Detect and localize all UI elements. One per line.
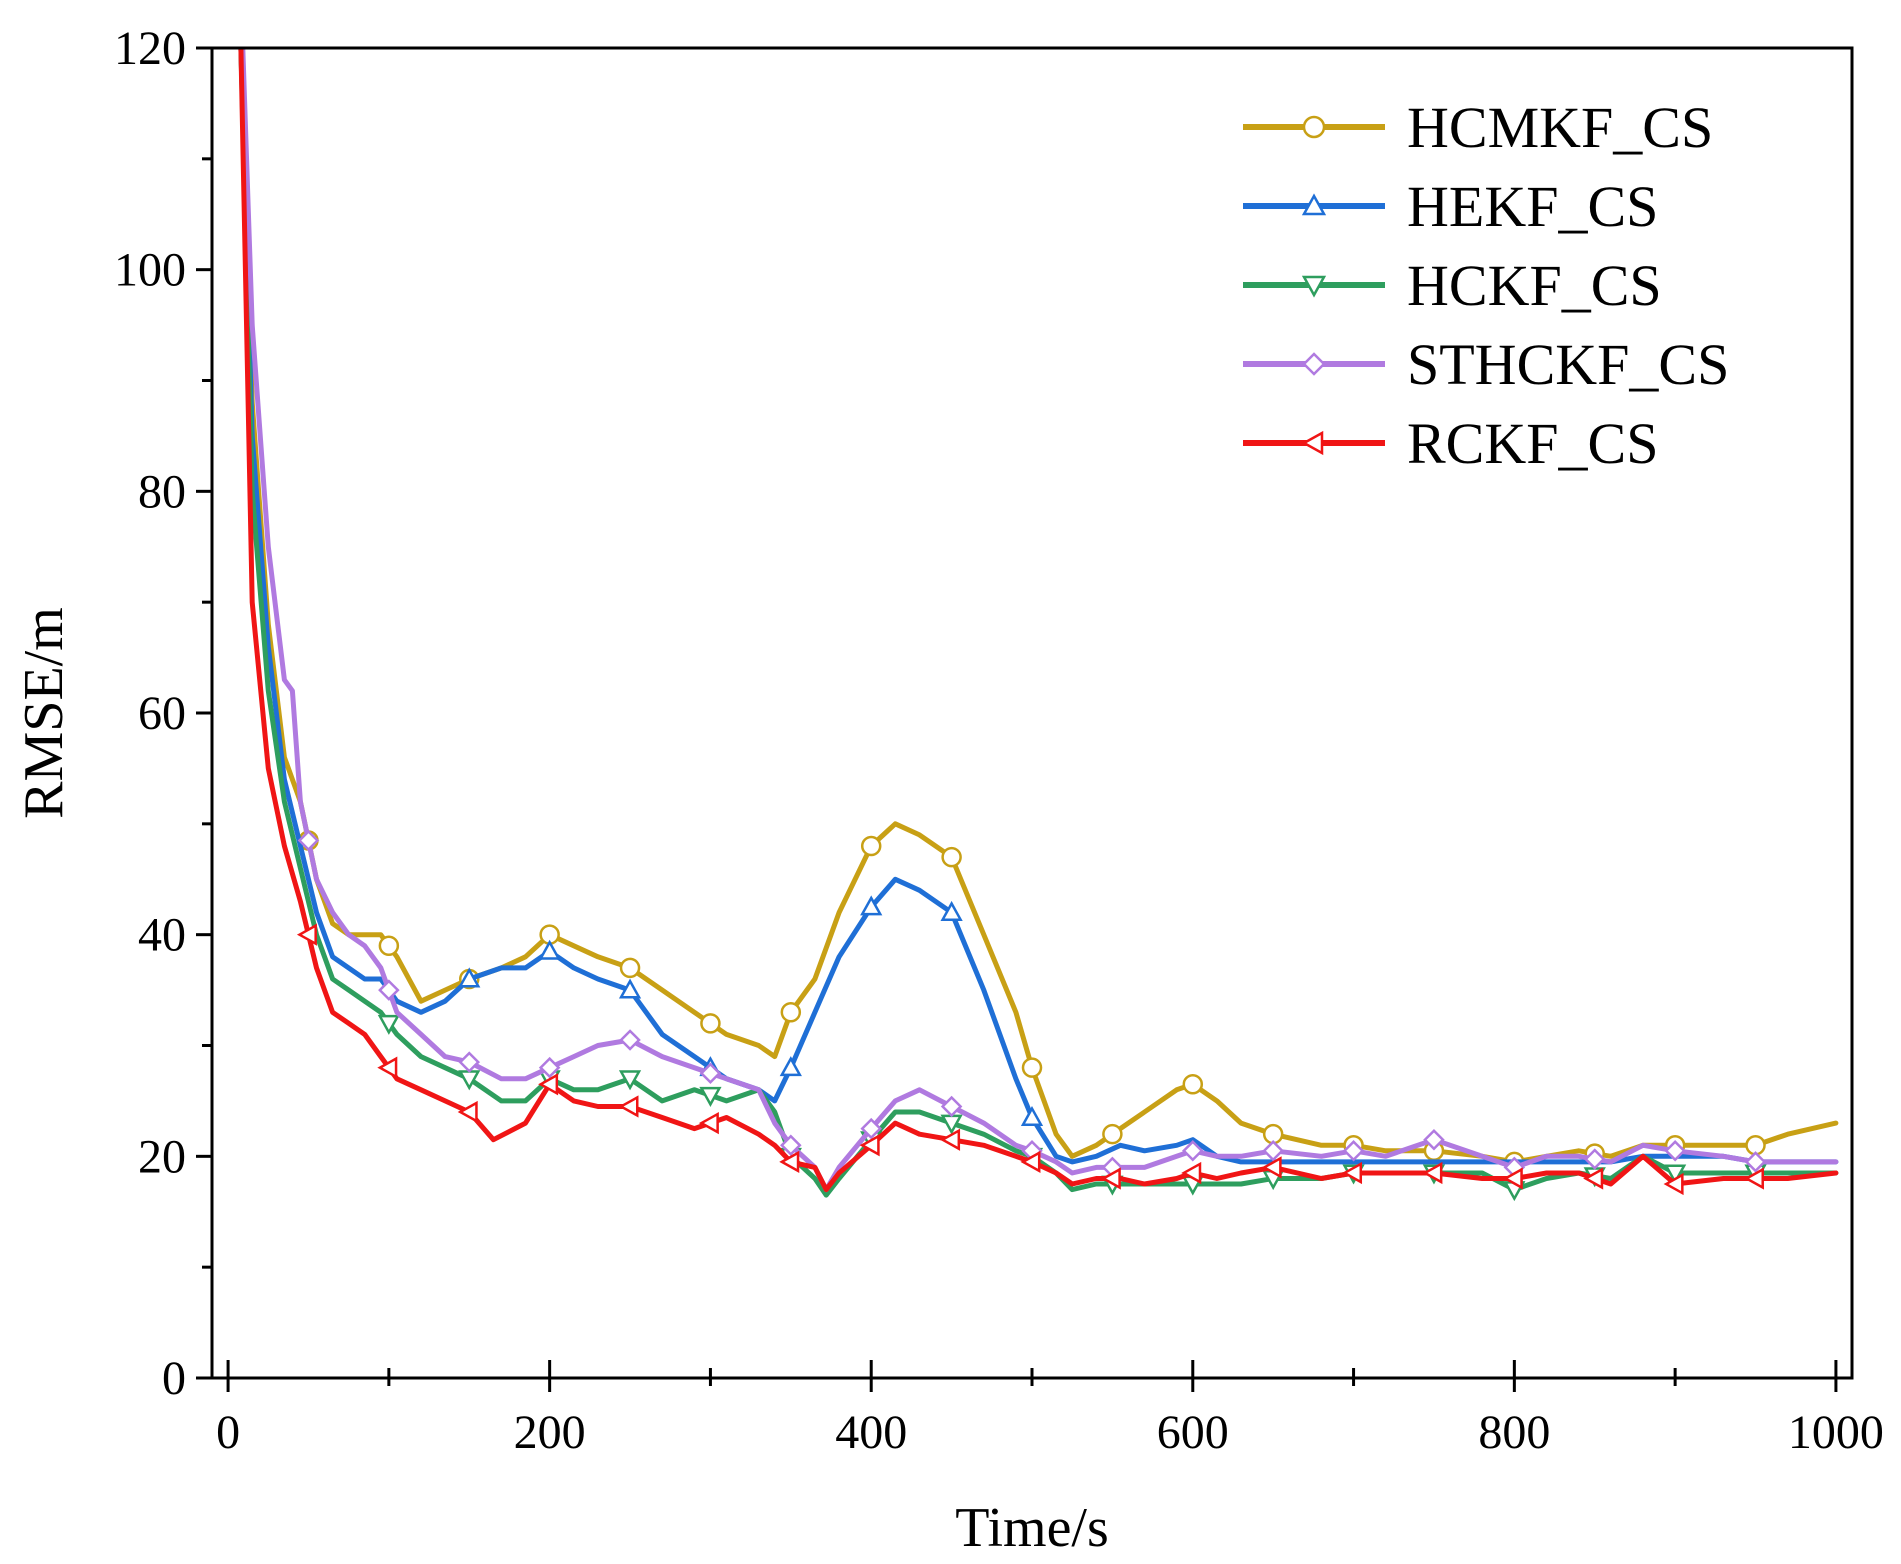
legend-item-hckf-cs: HCKF_CS <box>1243 253 1662 318</box>
series-marker-hekf-cs <box>618 978 642 999</box>
series-marker-sthckf-cs <box>1583 1148 1606 1170</box>
y-tick-label: 120 <box>114 22 186 75</box>
y-tick-label: 20 <box>138 1130 186 1183</box>
series-marker-rckf-cs <box>1583 1167 1604 1190</box>
series-marker-sthckf-cs <box>860 1117 882 1140</box>
legend-marker-hekf-cs <box>1301 193 1327 216</box>
legend-label-rckf-cs: RCKF_CS <box>1407 411 1658 476</box>
series-marker-sthckf-cs <box>378 979 400 1001</box>
series-line-hckf-cs <box>238 48 1839 1198</box>
series-marker-hekf-cs <box>458 967 481 988</box>
series-marker-sthckf-cs <box>699 1062 722 1084</box>
series-marker-sthckf-cs <box>458 1051 481 1073</box>
y-tick-label: 80 <box>138 465 186 518</box>
legend-marker-hcmkf-cs <box>1302 115 1326 139</box>
series-marker-sthckf-cs <box>1664 1140 1686 1162</box>
series-marker-sthckf-cs <box>1182 1140 1204 1162</box>
series-marker-hcmkf-cs <box>941 846 962 868</box>
series-line-sthckf-cs <box>240 48 1839 1193</box>
legend: HCMKF_CS HEKF_CS HCKF_CS STHCKF_CS RCKF_CS <box>1243 95 1729 476</box>
series-marker-hcmkf-cs <box>780 1002 802 1023</box>
legend-label-sthckf-cs: STHCKF_CS <box>1407 332 1729 397</box>
legend-marker-rckf-cs <box>1301 430 1324 456</box>
series-line-rckf-cs <box>238 48 1839 1193</box>
y-tick-label: 100 <box>114 244 186 297</box>
series-sthckf-cs <box>240 48 1839 1193</box>
series-marker-hckf-cs <box>377 1014 400 1035</box>
series-marker-hekf-cs <box>779 1056 802 1077</box>
legend-item-hekf-cs: HEKF_CS <box>1243 174 1658 239</box>
axis-layer: 0 200 400 600 800 1000 0 20 40 60 80 100 120 <box>114 22 1884 1459</box>
series-marker-hcmkf-cs <box>619 957 641 979</box>
x-tick-label: 400 <box>835 1406 907 1459</box>
series-marker-rckf-cs <box>538 1073 559 1096</box>
series-marker-hcmkf-cs <box>1102 1123 1123 1145</box>
series-marker-rckf-cs <box>779 1150 800 1173</box>
series-marker-hcmkf-cs <box>1182 1074 1204 1095</box>
series-marker-hekf-cs <box>1020 1105 1044 1126</box>
series-marker-rckf-cs <box>296 923 317 946</box>
series-marker-rckf-cs <box>1743 1167 1764 1190</box>
series-marker-sthckf-cs <box>619 1029 641 1051</box>
legend-label-hekf-cs: HEKF_CS <box>1407 174 1658 239</box>
series-marker-hcmkf-cs <box>1021 1057 1043 1078</box>
legend-marker-hckf-cs <box>1301 275 1327 298</box>
series-marker-rckf-cs <box>1020 1150 1041 1173</box>
legend-label-hckf-cs: HCKF_CS <box>1407 253 1662 318</box>
x-tick-label: 1000 <box>1788 1406 1884 1459</box>
series-marker-hcmkf-cs <box>378 935 400 956</box>
series-marker-rckf-cs <box>1663 1172 1684 1196</box>
series-marker-sthckf-cs <box>780 1134 802 1157</box>
legend-item-sthckf-cs: STHCKF_CS <box>1243 332 1729 397</box>
series-marker-rckf-cs <box>1261 1156 1282 1179</box>
x-tick-label: 600 <box>1157 1406 1229 1459</box>
series-marker-sthckf-cs <box>538 1056 561 1079</box>
series-marker-sthckf-cs <box>1262 1140 1284 1162</box>
series-marker-rckf-cs <box>940 1128 961 1151</box>
series-marker-hcmkf-cs <box>860 835 882 857</box>
series-marker-hckf-cs <box>1664 1164 1687 1185</box>
series-marker-sthckf-cs <box>1342 1140 1365 1162</box>
x-tick-label: 0 <box>216 1406 240 1459</box>
series-marker-rckf-cs <box>1502 1167 1523 1190</box>
series-marker-rckf-cs <box>698 1111 719 1135</box>
series-marker-rckf-cs <box>1341 1161 1363 1185</box>
legend-item-hcmkf-cs: HCMKF_CS <box>1243 95 1713 160</box>
series-marker-sthckf-cs <box>1744 1151 1767 1173</box>
series-layer <box>238 48 1839 1202</box>
series-marker-hcmkf-cs <box>700 1013 721 1034</box>
series-marker-hekf-cs <box>538 939 561 960</box>
legend-marker-sthckf-cs <box>1302 352 1326 376</box>
x-tick-label: 800 <box>1478 1406 1550 1459</box>
series-marker-hekf-cs <box>940 900 963 921</box>
series-marker-rckf-cs <box>1422 1161 1443 1185</box>
x-tick-label: 200 <box>514 1406 586 1459</box>
y-axis-title: RMSE/m <box>13 607 75 819</box>
series-line-hekf-cs <box>238 48 1839 1165</box>
x-axis-title: Time/s <box>955 1497 1109 1559</box>
legend-item-rckf-cs: RCKF_CS <box>1243 411 1658 476</box>
series-marker-sthckf-cs <box>297 829 320 852</box>
series-marker-hckf-cs <box>618 1070 642 1091</box>
y-tick-label: 60 <box>138 687 186 740</box>
y-tick-label: 0 <box>162 1352 186 1405</box>
series-marker-sthckf-cs <box>1423 1128 1445 1151</box>
series-marker-sthckf-cs <box>940 1095 963 1118</box>
y-tick-label: 40 <box>138 909 186 962</box>
series-marker-rckf-cs <box>457 1100 478 1124</box>
series-rckf-cs <box>238 48 1839 1196</box>
series-marker-rckf-cs <box>1181 1161 1202 1185</box>
series-marker-hckf-cs <box>699 1086 722 1107</box>
legend-label-hcmkf-cs: HCMKF_CS <box>1407 95 1713 160</box>
series-marker-hekf-cs <box>860 895 883 916</box>
series-marker-rckf-cs <box>1100 1167 1121 1190</box>
series-marker-rckf-cs <box>618 1095 639 1118</box>
series-marker-rckf-cs <box>859 1134 880 1157</box>
series-marker-rckf-cs <box>377 1056 398 1079</box>
